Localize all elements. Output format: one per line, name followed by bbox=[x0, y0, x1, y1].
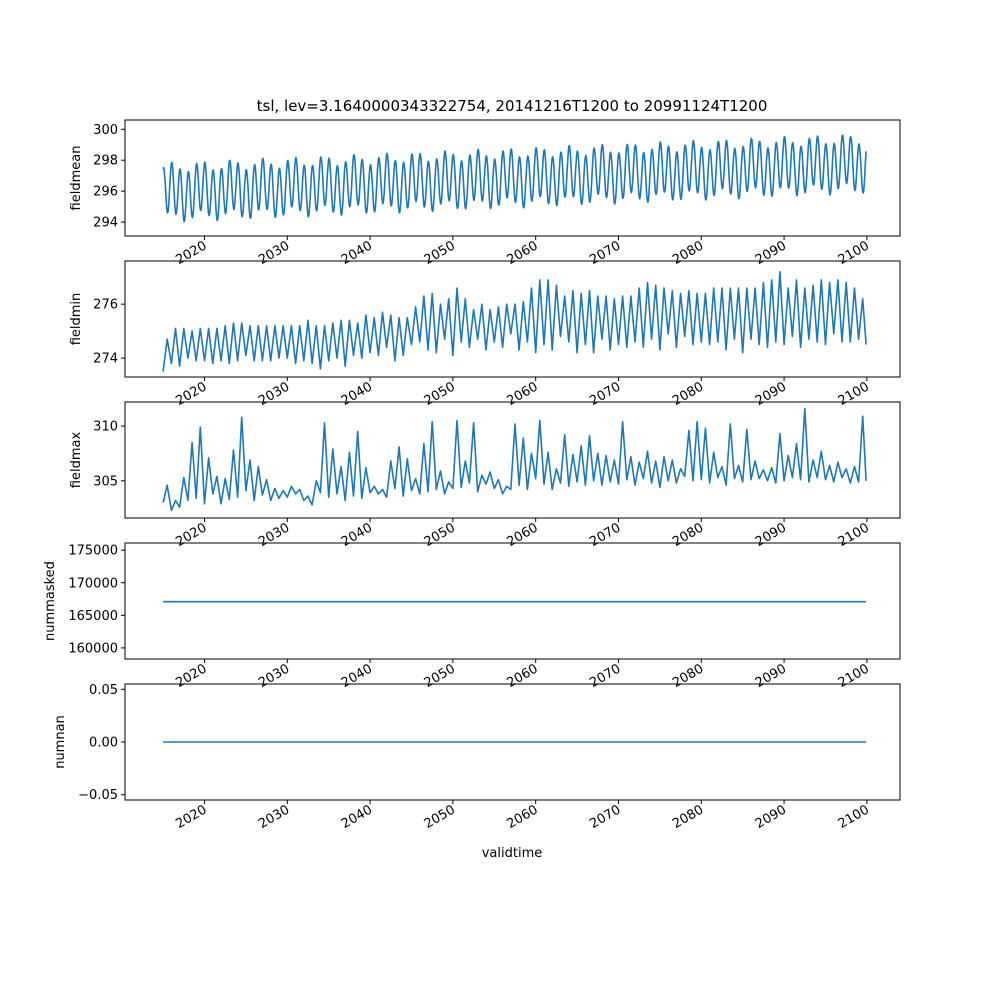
y-axis-label-fieldmean: fieldmean bbox=[69, 146, 84, 211]
y-tick-label: 175000 bbox=[68, 544, 118, 559]
axes-frame-nummasked bbox=[124, 542, 901, 660]
y-axis-label-fieldmax: fieldmax bbox=[69, 432, 84, 489]
y-tick-label: 274 bbox=[93, 352, 118, 367]
chart-title: tsl, lev=3.1640000343322754, 20141216T12… bbox=[257, 97, 768, 115]
y-tick-label: 276 bbox=[93, 298, 118, 313]
y-tick-label: 170000 bbox=[68, 576, 118, 591]
series-line-fieldmax bbox=[162, 407, 867, 512]
y-tick-label: 296 bbox=[93, 185, 118, 200]
series-line-fieldmean bbox=[162, 134, 867, 223]
y-tick-label: −0.05 bbox=[78, 788, 118, 803]
y-tick-label: 0.00 bbox=[89, 736, 118, 751]
y-axis-label-nummasked: nummasked bbox=[43, 561, 58, 641]
y-tick-label: 165000 bbox=[68, 609, 118, 624]
y-tick-label: 160000 bbox=[68, 641, 118, 656]
y-tick-label: 294 bbox=[93, 216, 118, 231]
series-line-fieldmin bbox=[162, 270, 867, 372]
axes-frame-fieldmax bbox=[124, 401, 901, 519]
axes-frame-fieldmin bbox=[124, 260, 901, 378]
y-tick-label: 310 bbox=[93, 420, 118, 435]
y-axis-label-fieldmin: fieldmin bbox=[69, 293, 84, 346]
y-tick-label: 305 bbox=[93, 474, 118, 489]
y-axis-label-numnan: numnan bbox=[53, 715, 68, 769]
x-axis-label: validtime bbox=[482, 846, 543, 861]
y-tick-label: 0.05 bbox=[89, 683, 118, 698]
y-tick-label: 300 bbox=[93, 123, 118, 138]
y-tick-label: 298 bbox=[93, 154, 118, 169]
axes-frame-fieldmean bbox=[124, 119, 901, 237]
